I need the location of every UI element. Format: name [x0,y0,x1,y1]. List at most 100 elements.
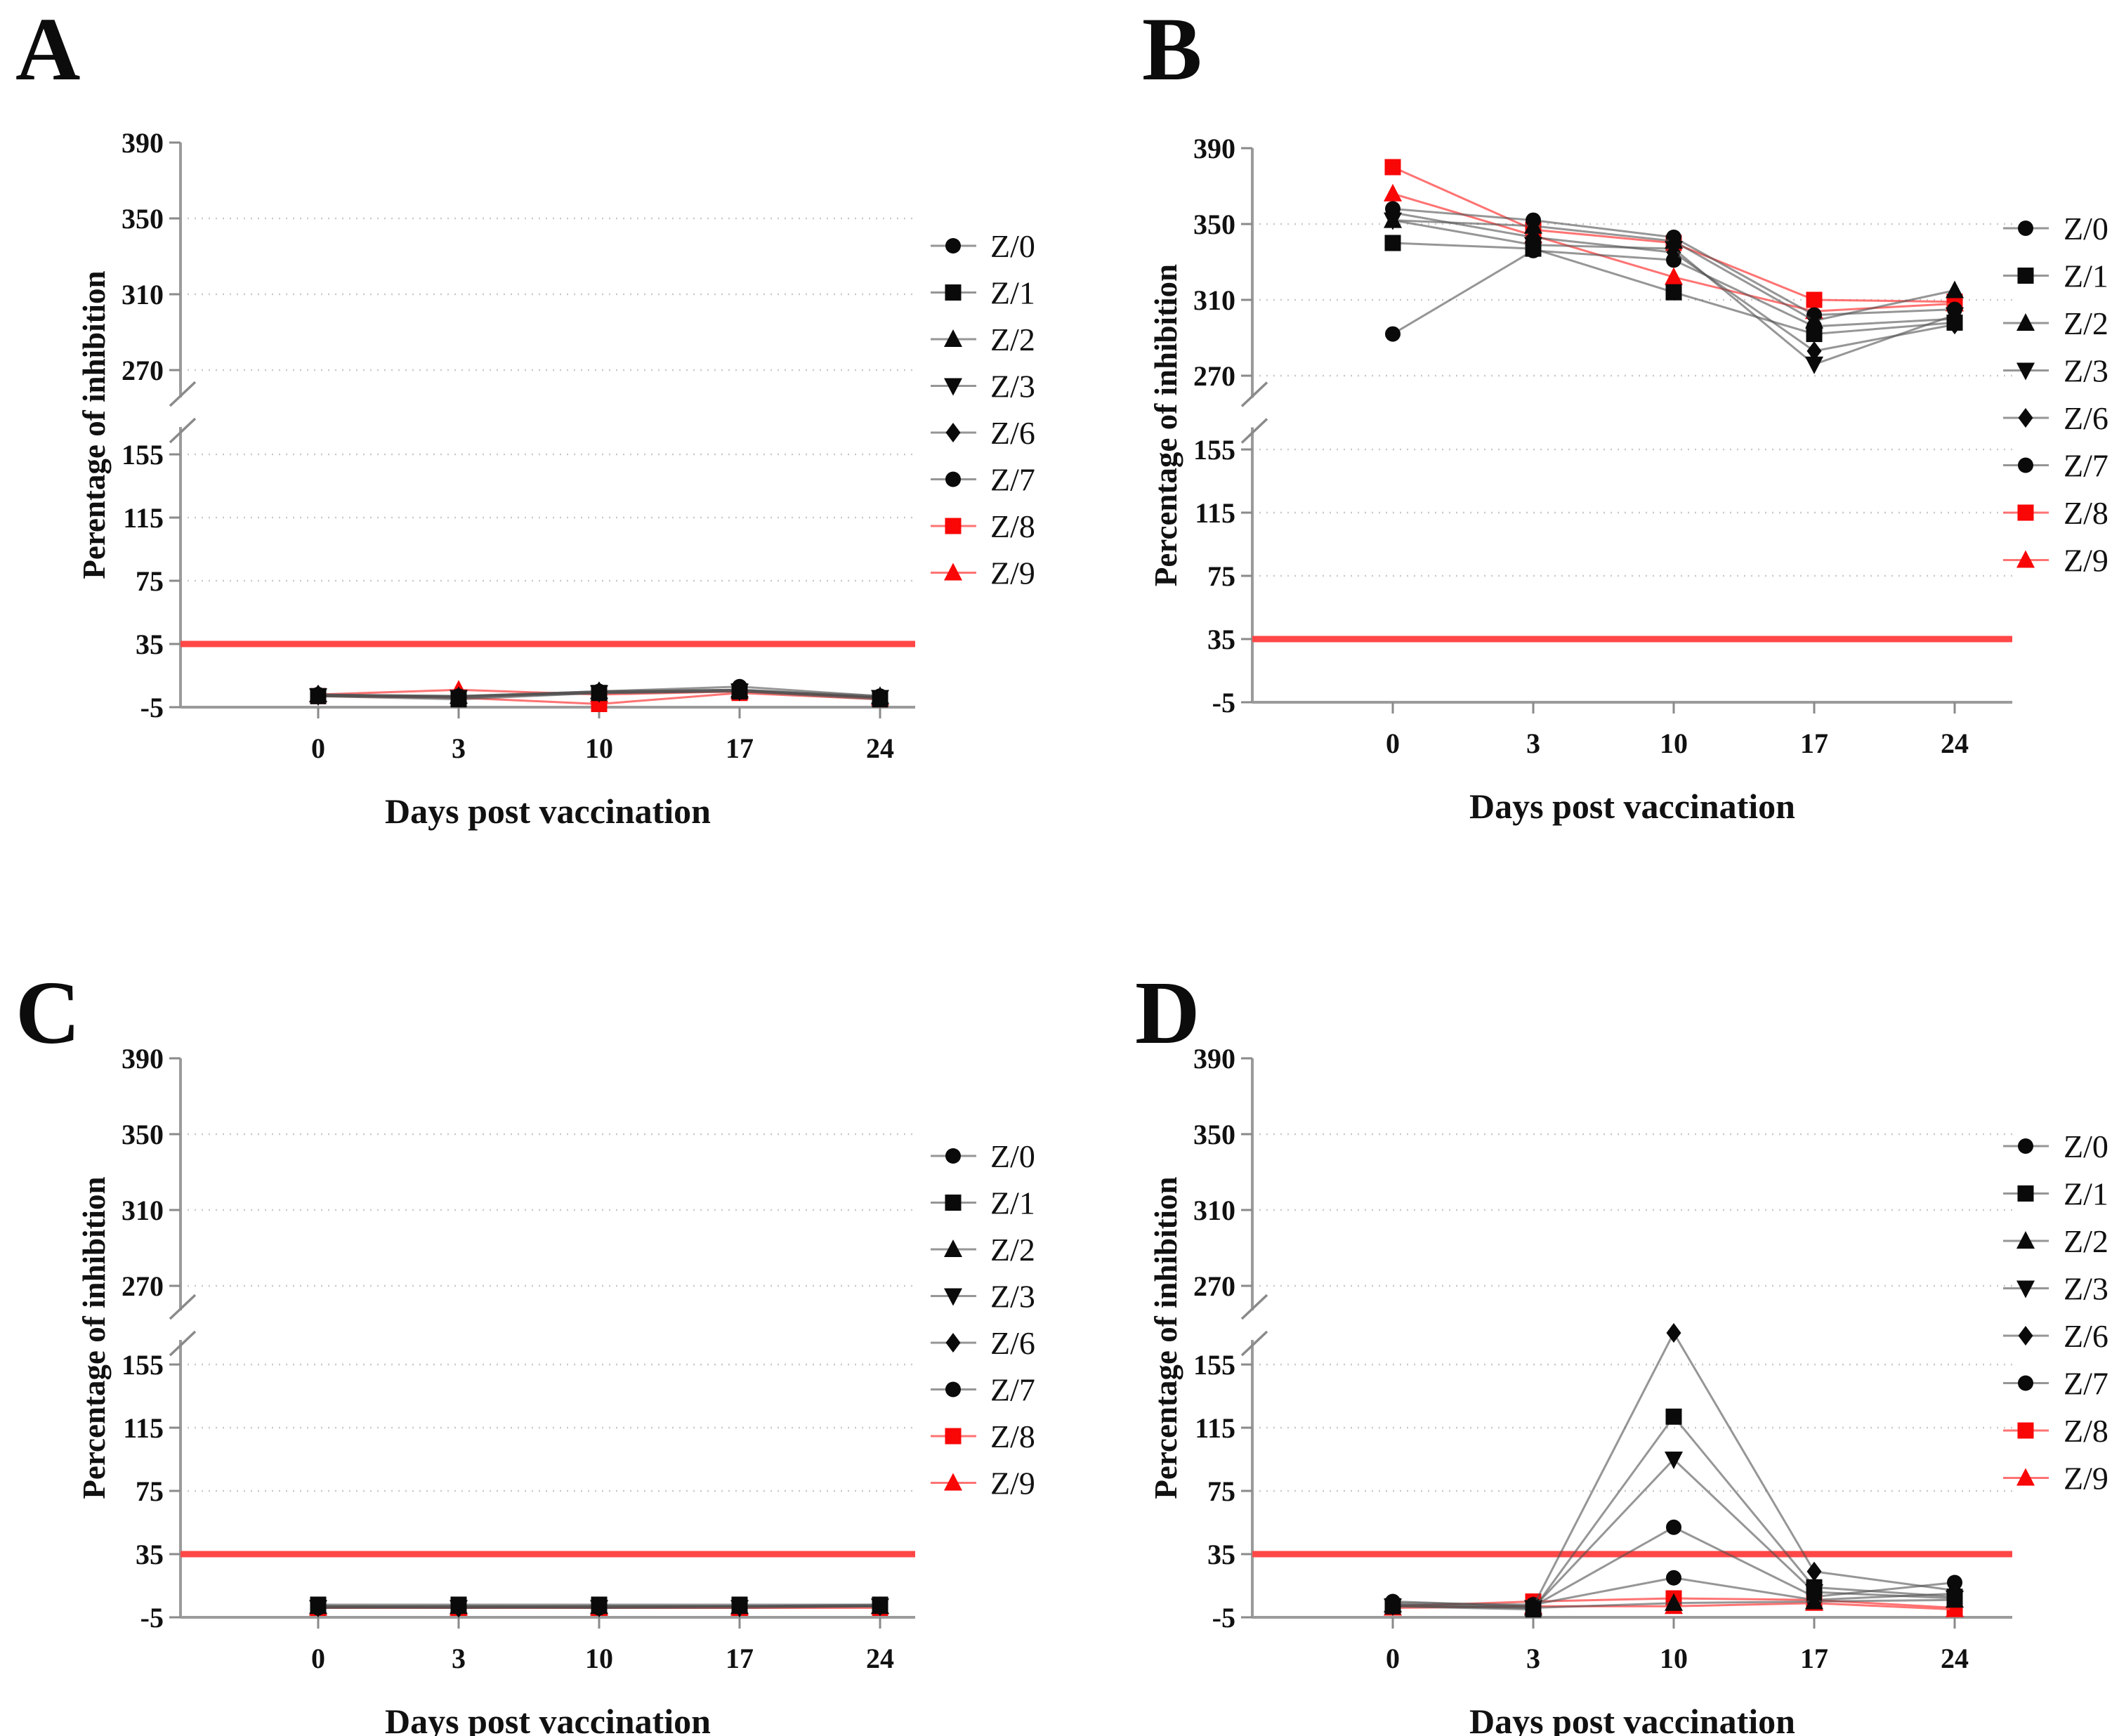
legend-label-Z3: Z/3 [2064,353,2108,389]
legend-marker-Z0 [2018,1138,2033,1154]
panel-label-c: C [15,963,81,1063]
x-axis-title: Days post vaccination [1469,1702,1795,1736]
x-tick-label-10: 10 [1660,728,1688,759]
legend-marker-Z9 [2016,1468,2035,1486]
legend-item-Z9: Z/9 [931,555,1035,591]
series-marker-Z6-day17 [1806,341,1822,361]
series-marker-Z1-day17 [1806,326,1823,343]
panel-label-a: A [15,0,81,99]
y-tick-label-310: 310 [122,279,164,310]
legend-label-Z9: Z/9 [2064,1461,2108,1497]
series-marker-Z1-day17 [731,683,748,699]
legend-item-Z0: Z/0 [2003,1129,2108,1164]
legend-label-Z0: Z/0 [990,1138,1035,1174]
legend-marker-Z0 [2018,221,2033,236]
legend-marker-Z2 [944,1239,962,1257]
legend-label-Z9: Z/9 [990,1466,1035,1501]
x-tick-label-17: 17 [1800,728,1828,759]
panel-label-b: B [1142,0,1202,99]
series-marker-Z1-day24 [1946,1589,1963,1605]
legend-item-Z9: Z/9 [2003,543,2108,579]
y-tick-label-75: 75 [136,1475,164,1507]
legend-label-Z0: Z/0 [990,228,1035,264]
x-tick-label-10: 10 [1660,1643,1688,1674]
x-tick-label-3: 3 [1526,728,1540,759]
x-tick-label-0: 0 [311,732,325,764]
legend-marker-Z1 [945,284,962,301]
y-tick-label--5: -5 [1212,687,1235,718]
legend-label-Z7: Z/7 [990,1372,1035,1408]
y-tick-label-350: 350 [1193,1119,1235,1150]
legend-label-Z3: Z/3 [990,1279,1035,1315]
series-marker-Z1-day10 [1665,1408,1682,1425]
x-tick-label-17: 17 [726,732,754,764]
legend-label-Z1: Z/1 [2064,258,2108,294]
y-tick-label-115: 115 [1195,497,1235,529]
x-tick-label-17: 17 [726,1643,754,1674]
legend-label-Z1: Z/1 [990,1185,1035,1221]
legend-label-Z2: Z/2 [990,1232,1035,1268]
series-marker-Z1-day3 [450,1596,467,1613]
series-marker-Z2-day0 [1384,210,1402,228]
y-tick-label-115: 115 [123,502,164,534]
legend-marker-Z6 [2018,1326,2033,1346]
legend-item-Z7: Z/7 [2003,448,2108,484]
legend-item-Z8: Z/8 [2003,1413,2108,1449]
y-tick-label-155: 155 [1193,434,1235,466]
legend: Z/0 Z/1 Z/2 Z/3 Z/6 Z/7 Z/8 Z/9 [931,1138,1035,1501]
y-axis-title: Percentage of inhibition [1148,1176,1183,1499]
y-tick-label-155: 155 [1193,1349,1235,1381]
legend-item-Z9: Z/9 [2003,1461,2108,1497]
axis-break-slash-2 [169,1330,197,1357]
y-tick-label-390: 390 [122,127,164,159]
series-marker-Z0-day10 [1666,1519,1681,1535]
series-marker-Z2-day24 [1946,280,1964,298]
series-marker-Z8-day17 [1806,291,1823,308]
x-tick-label-3: 3 [1526,1643,1540,1674]
legend-marker-Z0 [945,238,961,254]
legend-marker-Z3 [944,1288,962,1306]
series-marker-Z0-day0 [1385,326,1401,342]
x-axis-title: Days post vaccination [1469,787,1795,826]
y-tick-label-350: 350 [122,1119,164,1150]
x-tick-label-10: 10 [585,1643,613,1674]
x-tick-label-3: 3 [452,732,466,764]
legend-item-Z6: Z/6 [2003,400,2108,436]
y-tick-label-310: 310 [122,1195,164,1226]
legend-label-Z8: Z/8 [2064,495,2108,531]
series-marker-Z2-day17 [1805,310,1823,329]
legend-label-Z8: Z/8 [990,508,1035,544]
y-tick-label-155: 155 [122,439,164,471]
series-marker-Z9-day24 [1946,1599,1964,1617]
y-axis-title: Percentage of inhibition [1148,264,1183,586]
legend-label-Z9: Z/9 [990,555,1035,591]
legend-marker-Z9 [944,1473,962,1491]
series-marker-Z9-day0 [1384,183,1402,202]
series-marker-Z2-day3 [1524,216,1542,234]
legend-item-Z1: Z/1 [931,1185,1035,1221]
series-marker-Z1-day10 [591,1596,608,1613]
legend-label-Z0: Z/0 [2064,211,2108,246]
legend-item-Z0: Z/0 [931,228,1035,264]
series-marker-Z1-day0 [310,688,327,704]
y-tick-label-350: 350 [1193,209,1235,240]
legend-item-Z1: Z/1 [931,275,1035,311]
legend-label-Z6: Z/6 [990,415,1035,451]
x-tick-label-24: 24 [866,732,894,764]
series-marker-Z1-day24 [1946,314,1963,331]
legend-item-Z3: Z/3 [2003,1271,2108,1307]
legend-marker-Z8 [2017,1422,2034,1439]
y-tick-label-270: 270 [122,1270,164,1302]
y-tick-label-310: 310 [1193,1195,1235,1226]
legend-item-Z3: Z/3 [931,369,1035,405]
legend-marker-Z6 [2018,408,2033,428]
x-tick-label-3: 3 [452,1643,466,1674]
legend-item-Z6: Z/6 [931,415,1035,451]
legend-item-Z1: Z/1 [2003,258,2108,294]
legend-item-Z3: Z/3 [2003,353,2108,389]
legend-label-Z3: Z/3 [990,369,1035,405]
legend: Z/0 Z/1 Z/2 Z/3 Z/6 Z/7 Z/8 Z/9 [2003,1129,2108,1497]
